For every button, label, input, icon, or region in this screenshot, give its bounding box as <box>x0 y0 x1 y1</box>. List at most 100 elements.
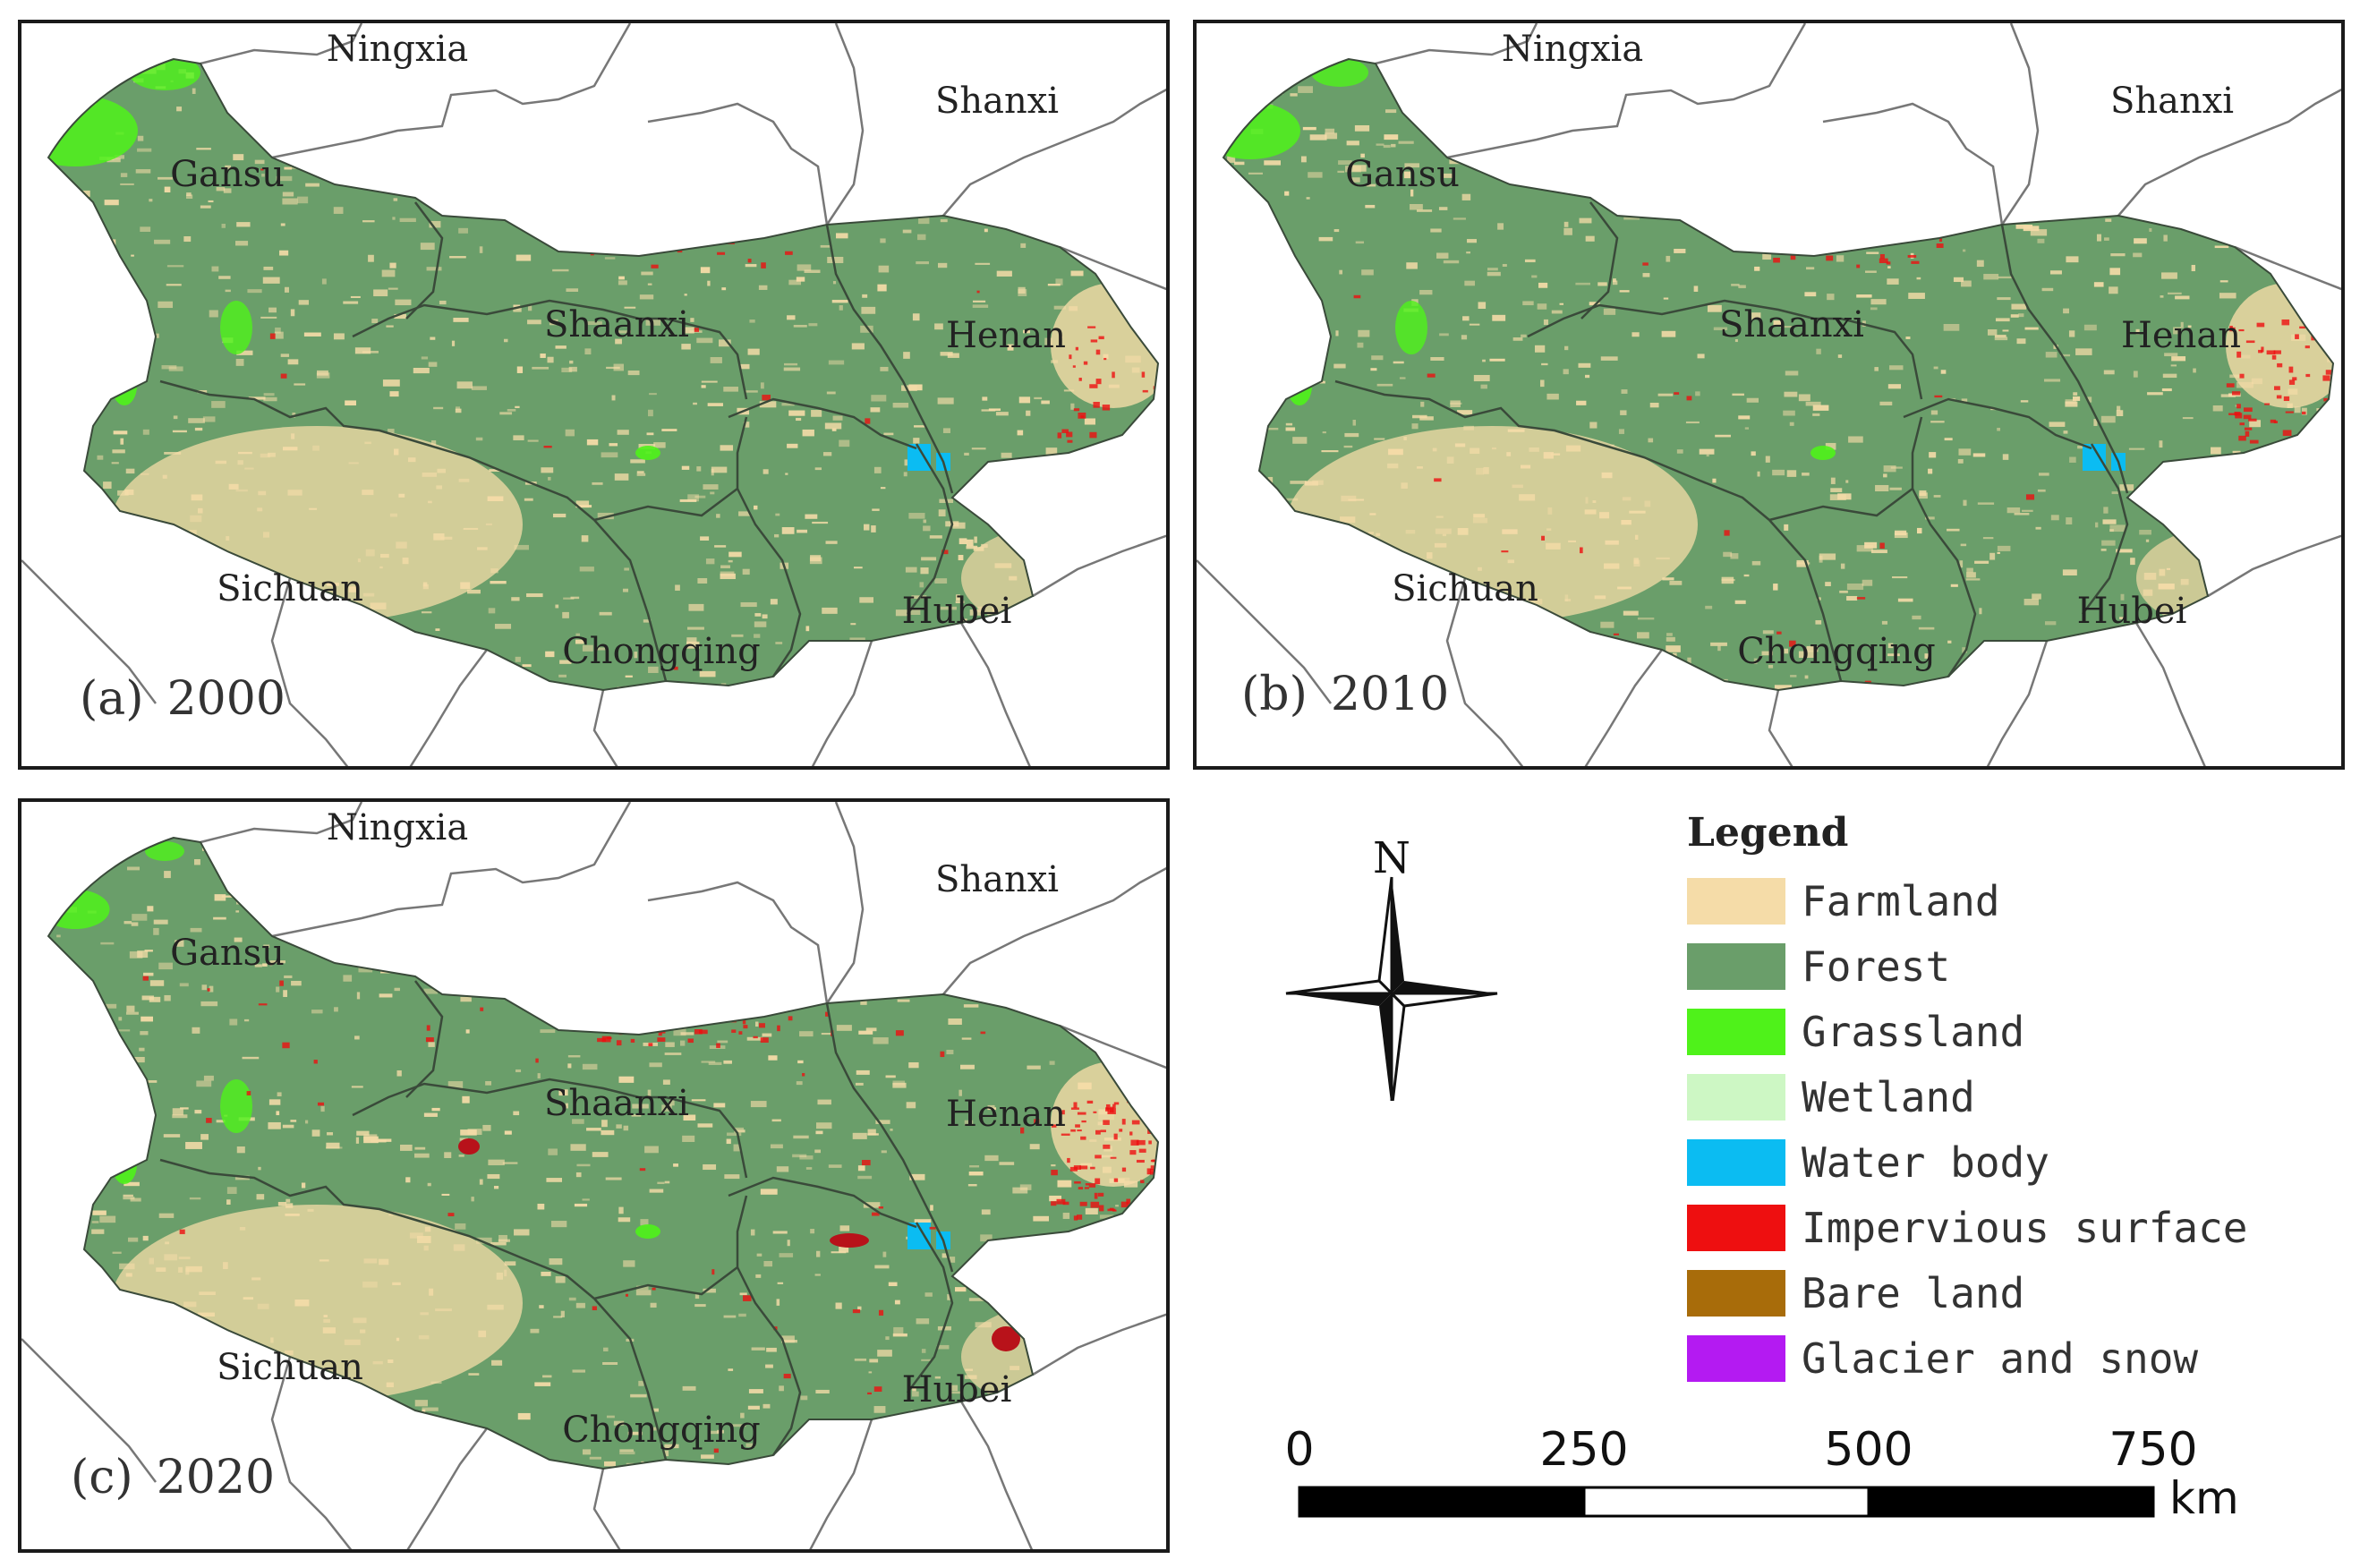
farmland-patch <box>981 1209 991 1215</box>
farmland-patch <box>1034 396 1043 400</box>
farmland-patch <box>1887 278 1899 285</box>
farmland-patch <box>1464 280 1476 286</box>
farmland-patch <box>2109 268 2121 276</box>
farmland-patch <box>870 407 881 413</box>
farmland-patch <box>649 1189 664 1193</box>
farmland-patch <box>703 484 719 490</box>
farmland-patch <box>541 467 554 473</box>
farmland-patch <box>1070 403 1075 410</box>
panel-label: (a) 2000 <box>80 672 285 726</box>
farmland-patch <box>1436 516 1444 518</box>
farmland-patch <box>1434 542 1447 548</box>
farmland-patch <box>1340 516 1356 524</box>
farmland-patch <box>552 513 567 518</box>
farmland-patch <box>1521 464 1531 469</box>
farmland-patch <box>276 986 280 993</box>
farmland-patch <box>192 88 196 94</box>
farmland-patch <box>183 1301 197 1308</box>
farmland-patch <box>2014 513 2030 516</box>
farmland-patch <box>797 529 808 533</box>
impervious-patch <box>246 1091 251 1095</box>
farmland-patch <box>2119 617 2125 619</box>
farmland-patch <box>1019 1184 1032 1190</box>
farmland-patch <box>142 1235 149 1241</box>
farmland-patch <box>149 199 153 202</box>
impervious-patch <box>1934 395 1943 398</box>
farmland-patch <box>738 511 750 516</box>
farmland-patch <box>1454 443 1466 447</box>
farmland-patch <box>1339 269 1343 275</box>
farmland-patch <box>687 494 700 502</box>
farmland-patch <box>699 670 716 677</box>
farmland-patch <box>435 1308 452 1312</box>
farmland-patch <box>1707 304 1722 312</box>
farmland-patch <box>1669 580 1683 585</box>
impervious-patch <box>1136 1139 1146 1146</box>
impervious-patch <box>630 1038 635 1043</box>
farmland-patch <box>644 1146 659 1154</box>
impervious-patch <box>179 1229 185 1234</box>
farmland-patch <box>793 1135 809 1139</box>
impervious-patch <box>2239 422 2245 426</box>
farmland-patch <box>2161 388 2172 392</box>
farmland-patch <box>1473 374 1490 382</box>
impervious-patch <box>1113 1178 1119 1182</box>
farmland-patch <box>1618 429 1625 434</box>
farmland-patch <box>1768 664 1774 669</box>
farmland-patch <box>251 1277 261 1281</box>
farmland-patch <box>1633 559 1640 567</box>
farmland-patch <box>1393 361 1404 364</box>
farmland-patch <box>428 1042 435 1047</box>
farmland-patch <box>988 408 1001 412</box>
farmland-patch <box>183 236 192 243</box>
farmland-patch <box>211 266 219 272</box>
farmland-patch <box>1585 497 1589 504</box>
farmland-patch <box>857 1165 865 1172</box>
farmland-patch <box>754 505 758 510</box>
farmland-patch <box>429 1288 434 1296</box>
farmland-patch <box>312 445 319 451</box>
farmland-patch <box>1103 1166 1112 1173</box>
farmland-patch <box>1538 282 1548 288</box>
farmland-patch <box>560 1310 565 1317</box>
farmland-patch <box>436 485 443 490</box>
province-label: Shanxi <box>935 859 1059 900</box>
farmland-patch <box>946 1049 954 1055</box>
province-label: Gansu <box>1345 154 1460 195</box>
grassland-area <box>48 95 138 166</box>
farmland-patch <box>816 1250 821 1257</box>
farmland-patch <box>413 1153 430 1158</box>
farmland-patch <box>2182 417 2194 420</box>
farmland-patch <box>1383 144 1391 149</box>
farmland-patch <box>2219 280 2228 283</box>
farmland-patch <box>1045 447 1058 455</box>
legend-label: Grassland <box>1802 1007 2025 1056</box>
farmland-patch <box>1095 1155 1113 1158</box>
province-boundary <box>1986 640 2049 766</box>
farmland-patch <box>277 1201 286 1206</box>
farmland-patch <box>1966 572 1976 578</box>
farmland-patch <box>1666 633 1673 636</box>
province-label: Sichuan <box>1392 568 1538 609</box>
impervious-patch <box>1079 1201 1087 1206</box>
farmland-patch <box>1905 337 1911 339</box>
farmland-patch <box>690 318 694 322</box>
province-label: Henan <box>946 1094 1066 1135</box>
impervious-patch <box>2285 411 2294 413</box>
farmland-patch <box>1972 453 1986 457</box>
impervious-patch <box>1077 1129 1082 1132</box>
farmland-patch <box>746 1036 763 1041</box>
farmland-patch <box>558 674 567 677</box>
province-label: Hubei <box>2077 591 2187 632</box>
farmland-patch <box>1343 445 1353 448</box>
farmland-patch <box>894 1300 900 1305</box>
impervious-patch <box>1141 371 1146 378</box>
farmland-patch <box>2171 356 2186 362</box>
impervious-patch <box>1773 257 1780 263</box>
farmland-patch <box>1578 362 1591 368</box>
legend-label: Farmland <box>1802 876 2000 925</box>
farmland-patch <box>343 301 359 304</box>
farmland-patch <box>814 467 822 471</box>
farmland-patch <box>1322 431 1326 434</box>
farmland-patch <box>130 1197 141 1202</box>
